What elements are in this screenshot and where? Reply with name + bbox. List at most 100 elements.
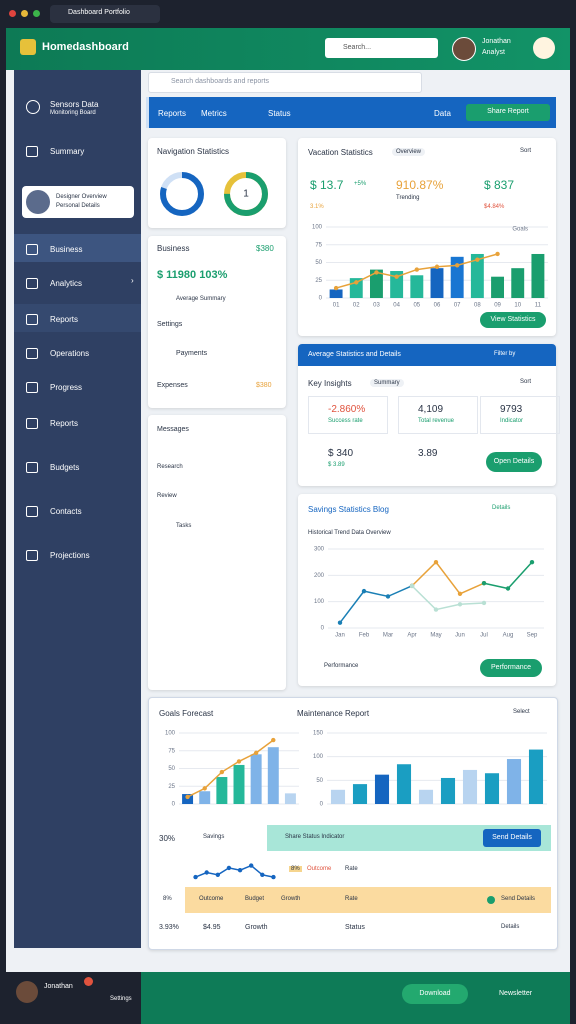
- nav-item[interactable]: Budgets: [50, 463, 80, 472]
- kpi-box: [308, 396, 388, 434]
- button[interactable]: Open Details: [486, 452, 542, 472]
- x-tick-label: 07: [454, 303, 461, 309]
- subtitle: Historical Trend Data Overview: [308, 530, 391, 536]
- share-button[interactable]: Share Report: [466, 104, 550, 121]
- card-title: Vacation Statistics: [308, 148, 373, 157]
- point: [495, 251, 500, 257]
- download-button[interactable]: Download: [402, 984, 468, 1004]
- savings-card: Savings Statistics Blog Details Historic…: [298, 494, 556, 686]
- bar: [369, 269, 383, 298]
- details[interactable]: Details: [492, 505, 511, 511]
- point: [454, 263, 460, 268]
- nav-item[interactable]: Progress: [50, 383, 83, 392]
- main-search[interactable]: Search dashboards and reports: [148, 72, 422, 93]
- sort[interactable]: Sort: [520, 379, 532, 385]
- button[interactable]: View Statistics: [480, 312, 546, 328]
- tab[interactable]: Data: [434, 109, 451, 118]
- bar: [233, 764, 245, 804]
- kpi-value: 4,109: [418, 404, 444, 415]
- nav-card: Navigation Statistics 1: [148, 138, 286, 228]
- user-card[interactable]: Designer Overview Personal Details: [22, 186, 134, 218]
- point: [529, 559, 535, 565]
- kpi-value: 910.87%: [396, 178, 444, 192]
- button[interactable]: Performance: [480, 659, 542, 677]
- nav-item[interactable]: Reports: [50, 419, 79, 428]
- y-tick-label: 50: [315, 260, 322, 266]
- nav-item[interactable]: Analytics: [50, 279, 83, 288]
- bar: [430, 268, 444, 298]
- tab-title: Dashboard Portfolio: [68, 9, 130, 16]
- newsletter[interactable]: Newsletter: [499, 990, 533, 997]
- y-tick-label: 0: [320, 802, 324, 808]
- nav-item[interactable]: Reports: [50, 315, 79, 324]
- card-title: Goals Forecast: [159, 709, 214, 718]
- row[interactable]: Research: [157, 464, 183, 470]
- line: [411, 561, 485, 595]
- sort[interactable]: Sort: [520, 148, 532, 154]
- tab[interactable]: Status: [268, 109, 291, 118]
- dot: [487, 896, 495, 904]
- card-title: Key Insights: [308, 379, 352, 388]
- cell: Growth: [281, 896, 301, 902]
- nav-item[interactable]: Business: [50, 245, 83, 254]
- y-tick-label: 100: [312, 225, 323, 231]
- donut-center: 1: [243, 189, 249, 200]
- chip[interactable]: Summary: [370, 379, 404, 387]
- tab[interactable]: Reports: [158, 109, 187, 118]
- point: [433, 607, 439, 612]
- footer: Download Newsletter: [141, 972, 570, 1024]
- point: [505, 586, 511, 591]
- business-card: Business $380 $ 11980 103% Average Summa…: [148, 236, 286, 408]
- y-tick-label: 0: [172, 802, 176, 808]
- button[interactable]: Send Details: [483, 829, 541, 847]
- dot: [21, 10, 28, 17]
- user-card-sub: Personal Details: [56, 203, 100, 209]
- nav-item[interactable]: Contacts: [50, 507, 82, 516]
- point: [385, 594, 391, 599]
- tab[interactable]: Dashboard Portfolio: [50, 5, 160, 23]
- row[interactable]: Expenses: [157, 382, 188, 389]
- nav-item[interactable]: Operations: [50, 349, 90, 358]
- nav-item[interactable]: Projections: [50, 551, 90, 560]
- filter[interactable]: Filter by: [494, 351, 516, 357]
- select[interactable]: Select: [513, 709, 530, 715]
- bar: [216, 777, 228, 804]
- x-tick-label: 08: [474, 303, 481, 309]
- bar: [418, 789, 434, 804]
- card-title: Maintenance Report: [297, 709, 370, 718]
- footer-settings[interactable]: Settings: [110, 996, 132, 1002]
- cell: $4.95: [203, 924, 221, 931]
- bar: [352, 784, 368, 804]
- y-tick-label: 300: [314, 547, 325, 553]
- x-tick-label: Sep: [527, 633, 538, 639]
- point: [333, 285, 339, 291]
- row[interactable]: Payments: [176, 350, 208, 357]
- point: [271, 874, 276, 880]
- avatar[interactable]: [452, 37, 476, 61]
- tab[interactable]: Metrics: [201, 109, 227, 118]
- user-card-name: Designer Overview: [56, 194, 107, 200]
- search-box[interactable]: Search...: [325, 38, 438, 58]
- dot: [9, 10, 16, 17]
- row[interactable]: Tasks: [176, 523, 192, 529]
- header-title: Average Statistics and Details: [308, 351, 401, 358]
- icon: [26, 348, 38, 359]
- row[interactable]: Settings: [157, 321, 183, 328]
- y-tick-label: 100: [313, 754, 324, 760]
- row-button[interactable]: Send Details: [501, 896, 536, 902]
- kpi-value: -2.860%: [328, 404, 366, 415]
- avatar: [26, 190, 50, 214]
- bar: [396, 764, 412, 804]
- browser-bar: Dashboard Portfolio: [0, 0, 576, 28]
- nav-item[interactable]: Summary: [50, 147, 85, 156]
- avatar-icon[interactable]: [533, 37, 555, 59]
- chip[interactable]: Overview: [392, 148, 426, 156]
- y-tick-label: 0: [321, 626, 325, 632]
- x-tick-label: 04: [393, 303, 400, 309]
- point: [185, 794, 190, 800]
- row-button[interactable]: Details: [501, 924, 520, 930]
- line: [411, 585, 485, 611]
- row[interactable]: Review: [157, 493, 177, 499]
- point: [236, 759, 242, 764]
